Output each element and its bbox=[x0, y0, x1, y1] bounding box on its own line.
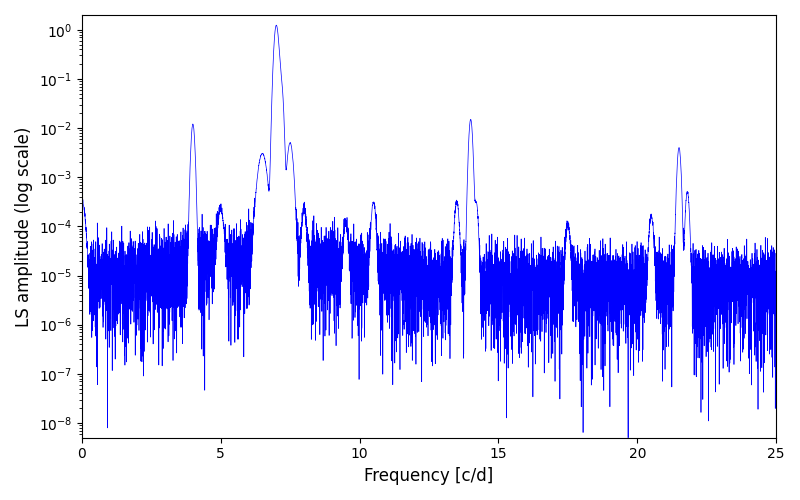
Y-axis label: LS amplitude (log scale): LS amplitude (log scale) bbox=[15, 126, 33, 326]
X-axis label: Frequency [c/d]: Frequency [c/d] bbox=[364, 467, 494, 485]
